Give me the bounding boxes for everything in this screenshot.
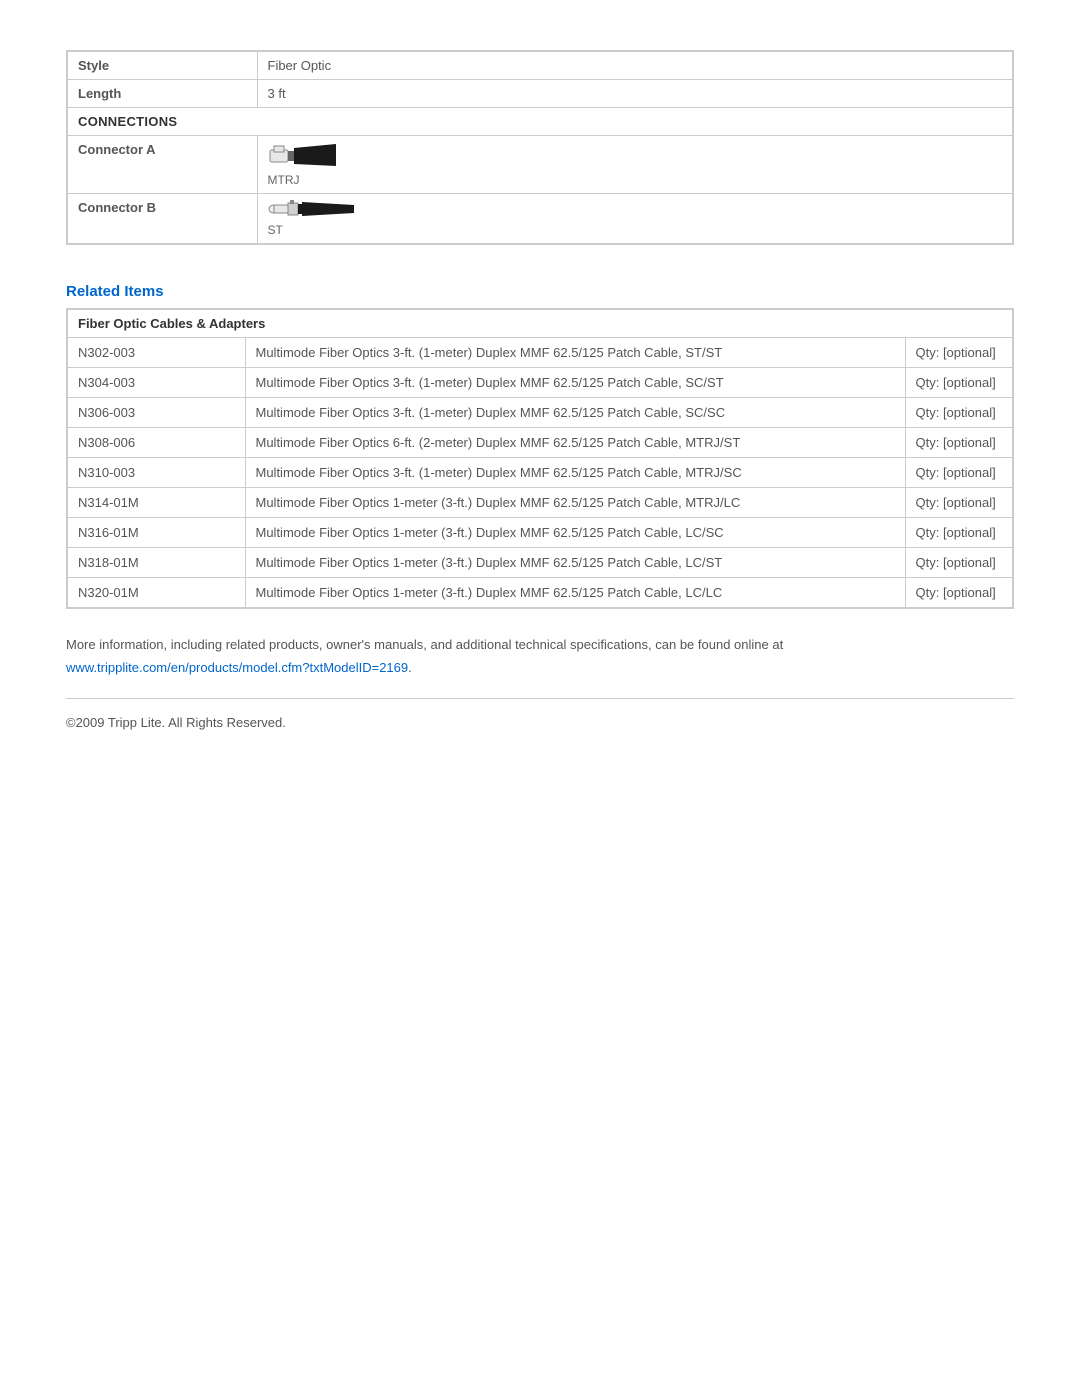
more-info-link[interactable]: www.tripplite.com/en/products/model.cfm?… — [66, 660, 408, 675]
related-row: N318-01MMultimode Fiber Optics 1-meter (… — [67, 548, 1013, 578]
more-info-text: More information, including related prod… — [66, 633, 1014, 680]
related-desc: Multimode Fiber Optics 1-meter (3-ft.) D… — [245, 518, 905, 548]
related-sku: N318-01M — [67, 548, 245, 578]
related-row: N310-003Multimode Fiber Optics 3-ft. (1-… — [67, 458, 1013, 488]
related-desc: Multimode Fiber Optics 6-ft. (2-meter) D… — [245, 428, 905, 458]
footer-separator — [66, 698, 1014, 699]
connector-name: MTRJ — [268, 173, 300, 187]
related-sku: N302-003 — [67, 338, 245, 368]
spec-row: Length3 ft — [67, 80, 1013, 108]
st-connector-icon — [268, 200, 356, 221]
related-qty: Qty: [optional] — [905, 518, 1013, 548]
connector-row: Connector B ST — [67, 194, 1013, 245]
related-qty: Qty: [optional] — [905, 488, 1013, 518]
related-row: N306-003Multimode Fiber Optics 3-ft. (1-… — [67, 398, 1013, 428]
related-qty: Qty: [optional] — [905, 398, 1013, 428]
connector-label: Connector B — [67, 194, 257, 245]
connector-name: ST — [268, 223, 283, 237]
connector-label: Connector A — [67, 136, 257, 194]
related-sku: N310-003 — [67, 458, 245, 488]
related-qty: Qty: [optional] — [905, 428, 1013, 458]
spec-table: StyleFiber OpticLength3 ftCONNECTIONSCon… — [66, 50, 1014, 245]
related-sku: N306-003 — [67, 398, 245, 428]
related-sku: N316-01M — [67, 518, 245, 548]
related-desc: Multimode Fiber Optics 3-ft. (1-meter) D… — [245, 398, 905, 428]
related-desc: Multimode Fiber Optics 1-meter (3-ft.) D… — [245, 578, 905, 609]
spec-label: Length — [67, 80, 257, 108]
more-info-prefix: More information, including related prod… — [66, 637, 783, 652]
connector-value: ST — [257, 194, 1013, 245]
related-section-title: Fiber Optic Cables & Adapters — [67, 309, 1013, 338]
related-row: N308-006Multimode Fiber Optics 6-ft. (2-… — [67, 428, 1013, 458]
related-row: N320-01MMultimode Fiber Optics 1-meter (… — [67, 578, 1013, 609]
copyright-text: ©2009 Tripp Lite. All Rights Reserved. — [66, 715, 1014, 730]
related-table: Fiber Optic Cables & Adapters N302-003Mu… — [66, 308, 1014, 609]
related-row: N302-003Multimode Fiber Optics 3-ft. (1-… — [67, 338, 1013, 368]
related-heading: Related Items — [66, 283, 1014, 300]
related-sku: N314-01M — [67, 488, 245, 518]
related-qty: Qty: [optional] — [905, 458, 1013, 488]
spec-label: Style — [67, 51, 257, 80]
related-sku: N320-01M — [67, 578, 245, 609]
spec-row: StyleFiber Optic — [67, 51, 1013, 80]
related-row: N314-01MMultimode Fiber Optics 1-meter (… — [67, 488, 1013, 518]
related-row: N316-01MMultimode Fiber Optics 1-meter (… — [67, 518, 1013, 548]
related-sku: N304-003 — [67, 368, 245, 398]
related-qty: Qty: [optional] — [905, 548, 1013, 578]
spec-value: 3 ft — [257, 80, 1013, 108]
connector-row: Connector A MTRJ — [67, 136, 1013, 194]
related-desc: Multimode Fiber Optics 1-meter (3-ft.) D… — [245, 548, 905, 578]
spec-value: Fiber Optic — [257, 51, 1013, 80]
related-sku: N308-006 — [67, 428, 245, 458]
related-qty: Qty: [optional] — [905, 368, 1013, 398]
related-qty: Qty: [optional] — [905, 338, 1013, 368]
related-desc: Multimode Fiber Optics 1-meter (3-ft.) D… — [245, 488, 905, 518]
spec-section-row: CONNECTIONS — [67, 108, 1013, 136]
related-row: N304-003Multimode Fiber Optics 3-ft. (1-… — [67, 368, 1013, 398]
connections-header: CONNECTIONS — [67, 108, 1013, 136]
connector-value: MTRJ — [257, 136, 1013, 194]
mtrj-connector-icon — [268, 142, 338, 171]
related-desc: Multimode Fiber Optics 3-ft. (1-meter) D… — [245, 458, 905, 488]
related-desc: Multimode Fiber Optics 3-ft. (1-meter) D… — [245, 368, 905, 398]
related-qty: Qty: [optional] — [905, 578, 1013, 609]
page-content: StyleFiber OpticLength3 ftCONNECTIONSCon… — [0, 0, 1080, 770]
related-desc: Multimode Fiber Optics 3-ft. (1-meter) D… — [245, 338, 905, 368]
